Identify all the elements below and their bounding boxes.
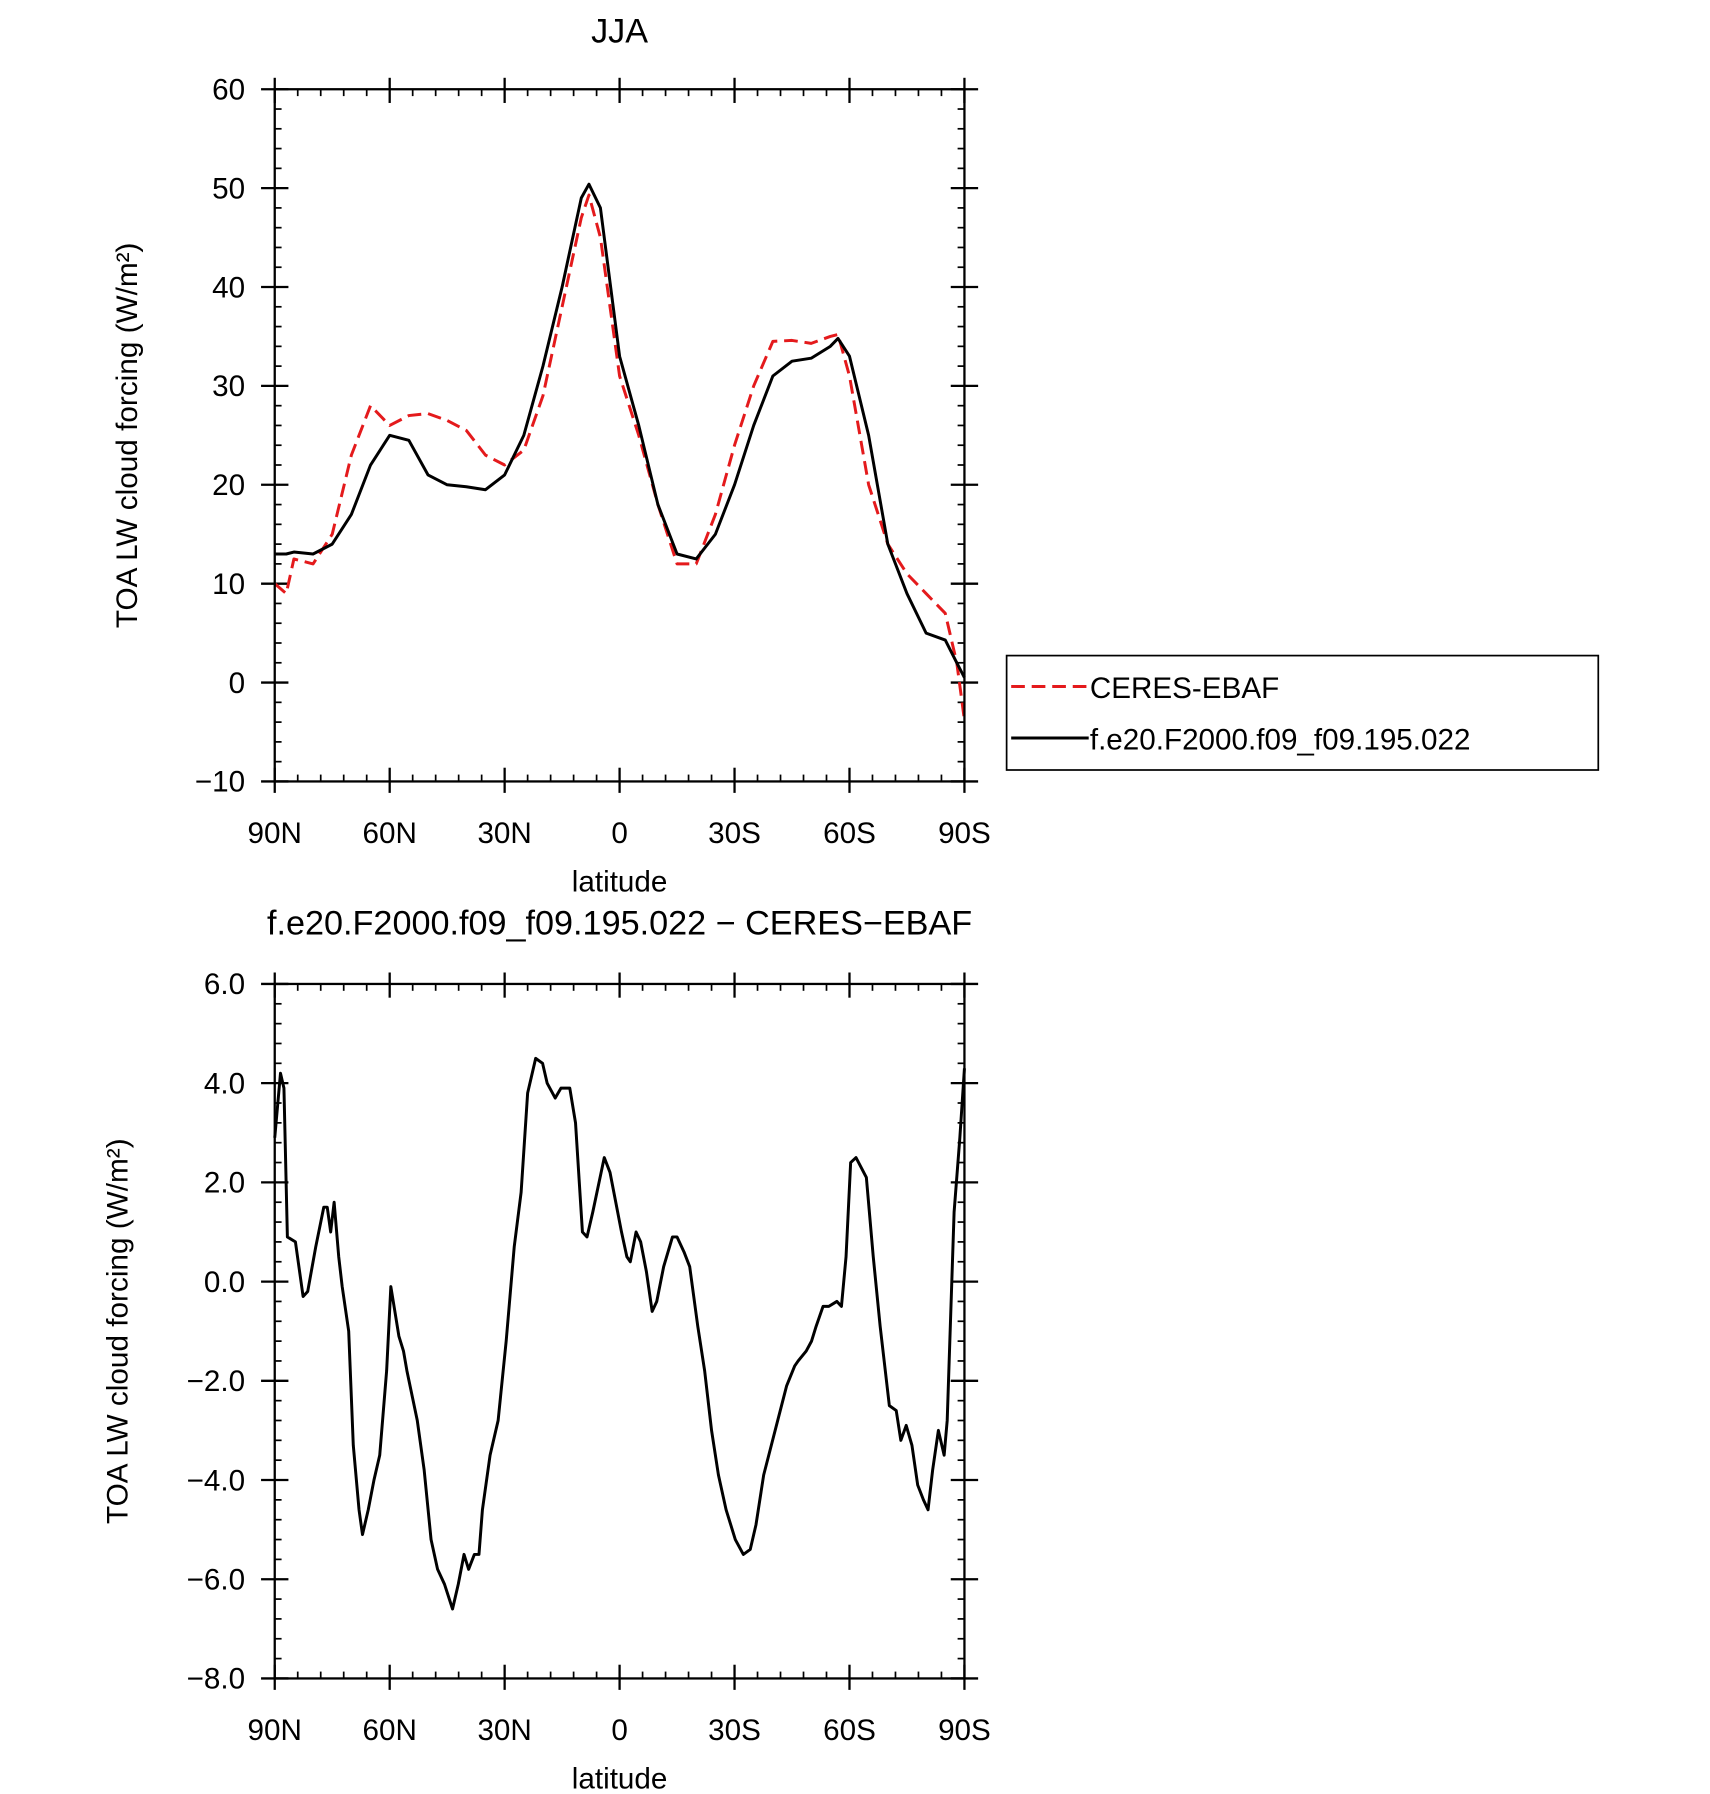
x-tick-label: 30N xyxy=(477,817,531,850)
data-line xyxy=(273,1056,966,1611)
x-tick-label: 90S xyxy=(938,817,991,850)
x-tick-label: 60N xyxy=(363,817,417,850)
y-tick-label: 60 xyxy=(212,73,245,106)
y-tick-label: 40 xyxy=(212,271,245,304)
y-tick-label: −4.0 xyxy=(187,1464,246,1497)
x-tick-label: 30N xyxy=(477,1714,531,1747)
y-tick-label: 2.0 xyxy=(204,1167,245,1200)
legend-label: CERES-EBAF xyxy=(1090,672,1279,705)
x-axis-label: latitude xyxy=(572,865,668,898)
data-line xyxy=(273,193,966,721)
x-tick-label: 0 xyxy=(611,1714,627,1747)
x-tick-label: 90N xyxy=(248,1714,302,1747)
legend-label: f.e20.F2000.f09_f09.195.022 xyxy=(1090,723,1471,756)
y-tick-label: 50 xyxy=(212,172,245,205)
x-tick-label: 30S xyxy=(708,1714,761,1747)
x-tick-label: 0 xyxy=(611,817,627,850)
x-tick-label: 30S xyxy=(708,817,761,850)
x-tick-label: 60S xyxy=(823,1714,876,1747)
y-tick-label: 10 xyxy=(212,568,245,601)
y-tick-label: 0 xyxy=(229,667,245,700)
y-tick-label: 4.0 xyxy=(204,1067,245,1100)
y-axis-label: TOA LW cloud forcing (W/m²) xyxy=(111,243,144,629)
y-tick-label: −10 xyxy=(195,766,245,799)
y-tick-label: 30 xyxy=(212,370,245,403)
y-tick-label: −6.0 xyxy=(187,1563,246,1596)
x-tick-label: 60S xyxy=(823,817,876,850)
plot-frame xyxy=(273,982,966,1680)
y-tick-label: 6.0 xyxy=(204,968,245,1001)
chart-title: f.e20.F2000.f09_f09.195.022 − CERES−EBAF xyxy=(267,905,972,943)
legend-box xyxy=(1005,654,1600,771)
data-line xyxy=(274,182,966,679)
x-axis-label: latitude xyxy=(572,1762,668,1794)
y-tick-label: −2.0 xyxy=(187,1365,246,1398)
x-tick-label: 90S xyxy=(938,1714,991,1747)
y-tick-label: −8.0 xyxy=(187,1663,246,1696)
x-tick-label: 90N xyxy=(248,817,302,850)
y-tick-label: 20 xyxy=(212,469,245,502)
chart-title: JJA xyxy=(591,12,648,50)
plot-frame xyxy=(273,88,966,783)
x-tick-label: 60N xyxy=(363,1714,417,1747)
y-tick-label: 0.0 xyxy=(204,1266,245,1299)
y-axis-label: TOA LW cloud forcing (W/m²) xyxy=(102,1138,135,1524)
